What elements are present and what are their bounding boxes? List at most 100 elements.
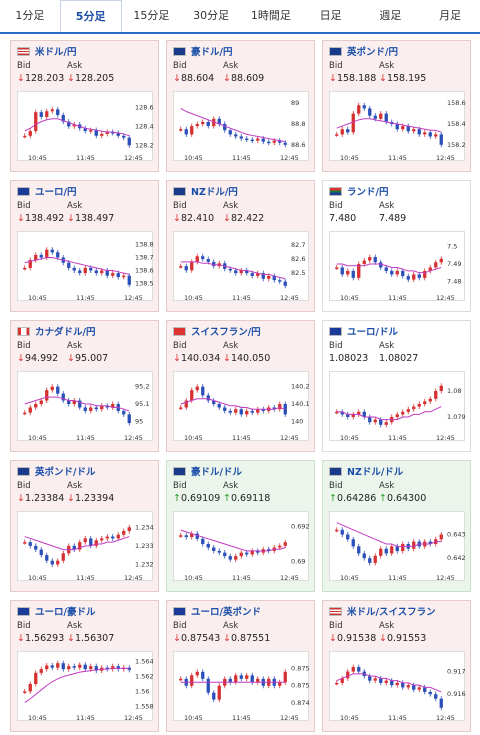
price-chart[interactable]: 1.234 1.233 1.232 10:45 11:45 12:45 <box>17 511 154 582</box>
rate-card[interactable]: 米ドル/スイスフラン Bid Ask ↓0.91538 ↓0.91553 0.9… <box>322 600 471 732</box>
candle <box>406 126 410 132</box>
candle <box>335 134 339 136</box>
x-tick-label: 12:45 <box>280 714 299 722</box>
price-chart[interactable]: 128.6 128.4 128.2 10:45 11:45 12:45 <box>17 91 154 162</box>
x-tick-label: 12:45 <box>124 434 143 442</box>
candle <box>423 132 427 135</box>
candle <box>357 105 361 114</box>
candle <box>195 256 199 262</box>
rate-card[interactable]: ランド/円 Bid Ask 7.480 7.489 7.5 7.49 7.48 10:… <box>322 180 471 312</box>
pair-name[interactable]: ユーロ/ドル <box>347 327 398 338</box>
x-tick-label: 12:45 <box>280 154 299 162</box>
chart-svg: 0.8755 0.875 0.8745 10:45 11:45 12:45 <box>179 664 310 722</box>
candle <box>122 135 126 138</box>
pair-name[interactable]: NZドル/ドル <box>347 467 404 478</box>
candle <box>34 404 38 408</box>
rate-card[interactable]: NZドル/ドル Bid Ask ↑0.64286 ↑0.64300 0.643 0… <box>322 460 471 592</box>
pair-name[interactable]: ユーロ/豪ドル <box>35 607 96 618</box>
rate-card[interactable]: 豪ドル/ドル Bid Ask ↑0.69109 ↑0.69118 0.692 0.… <box>166 460 315 592</box>
tab-5[interactable]: 日足 <box>319 9 342 22</box>
candle <box>116 273 120 277</box>
price-chart[interactable]: 7.5 7.49 7.48 10:45 11:45 12:45 <box>329 231 465 302</box>
candle <box>179 407 183 409</box>
gb-flag-icon <box>329 47 342 56</box>
rate-card[interactable]: カナダドル/円 Bid Ask ↓94.992 ↓95.007 95.2 95.1… <box>10 320 159 452</box>
candle <box>190 533 194 538</box>
ask-label: Ask <box>379 621 395 631</box>
price-chart[interactable]: 158.6 158.4 158.2 10:45 11:45 12:45 <box>329 91 466 162</box>
pair-name[interactable]: 豪ドル/円 <box>191 47 233 58</box>
rate-card[interactable]: 豪ドル/円 Bid Ask ↓88.604 ↓88.609 89 88.8 88.6… <box>166 40 315 172</box>
candle <box>228 678 232 683</box>
rate-card[interactable]: ユーロ/豪ドル Bid Ask ↓1.56293 ↓1.56307 1.564 1… <box>10 600 159 732</box>
candle <box>384 680 388 683</box>
candle <box>195 386 199 391</box>
rate-card[interactable]: NZドル/円 Bid Ask ↓82.410 ↓82.422 82.7 82.6 8… <box>166 180 315 312</box>
pair-name[interactable]: ユーロ/英ポンド <box>191 607 261 618</box>
candle <box>217 118 221 124</box>
rate-card[interactable]: ユーロ/英ポンド Bid Ask ↓0.87543 ↓0.87551 0.875… <box>166 600 315 732</box>
candle <box>428 541 432 544</box>
candle <box>116 132 120 136</box>
price-chart[interactable]: 95.2 95.1 95 10:45 11:45 12:45 <box>17 371 153 442</box>
candle <box>78 400 82 408</box>
pair-name[interactable]: 英ポンド/円 <box>347 47 398 58</box>
x-tick-label: 11:45 <box>388 714 407 722</box>
candle <box>368 676 372 681</box>
tab-3[interactable]: 30分足 <box>193 9 230 22</box>
pair-name[interactable]: ランド/円 <box>347 187 389 198</box>
candle <box>111 273 115 276</box>
candle <box>278 280 282 282</box>
tab-4[interactable]: 1時間足 <box>250 9 291 22</box>
pair-name[interactable]: 米ドル/円 <box>35 47 77 58</box>
tab-0[interactable]: 1分足 <box>15 9 45 22</box>
candle <box>439 258 443 263</box>
price-chart[interactable]: 0.8755 0.875 0.8745 10:45 11:45 12:45 <box>173 651 310 722</box>
rate-card[interactable]: ユーロ/ドル Bid Ask 1.08023 1.08027 1.08 1.079… <box>322 320 471 452</box>
bid-arrow-icon: ↑ <box>173 493 181 504</box>
pair-name[interactable]: NZドル/円 <box>191 187 238 198</box>
ask-arrow-icon: ↓ <box>67 493 75 504</box>
candle <box>283 404 287 415</box>
candle <box>50 109 54 112</box>
tab-1[interactable]: 5分足 <box>59 0 122 32</box>
price-chart[interactable]: 1.08 1.079 10:45 11:45 12:45 <box>329 371 466 442</box>
price-chart[interactable]: 0.917 0.916 10:45 11:45 12:45 <box>329 651 466 722</box>
price-chart[interactable]: 138.8 138.7 138.6 138.5 10:45 11:45 12:45 <box>17 231 154 302</box>
nz-flag-icon <box>173 187 186 196</box>
price-chart[interactable]: 82.7 82.6 82.5 10:45 11:45 12:45 <box>173 231 309 302</box>
price-chart[interactable]: 1.564 1.562 1.56 1.558 10:45 11:45 12:45 <box>17 651 154 722</box>
candle <box>89 407 93 411</box>
gb-us-flag-icon <box>17 467 30 476</box>
price-chart[interactable]: 89 88.8 88.6 10:45 11:45 12:45 <box>173 91 309 162</box>
pair-name[interactable]: 英ポンド/ドル <box>35 467 96 478</box>
pair-name[interactable]: スイスフラン/円 <box>191 327 261 338</box>
rate-card[interactable]: スイスフラン/円 Bid Ask ↓140.034 ↓140.050 140.2… <box>166 320 315 452</box>
pair-name[interactable]: 豪ドル/ドル <box>191 467 242 478</box>
price-chart[interactable]: 0.643 0.642 10:45 11:45 12:45 <box>329 511 466 582</box>
price-chart[interactable]: 140.2 140.1 140 10:45 11:45 12:45 <box>173 371 310 442</box>
rate-card[interactable]: 英ポンド/ドル Bid Ask ↓1.23384 ↓1.23394 1.234 1… <box>10 460 159 592</box>
tab-7[interactable]: 月足 <box>439 9 462 22</box>
x-tick-label: 11:45 <box>76 714 95 722</box>
bid-value: ↓128.203 <box>17 73 65 84</box>
ask-label: Ask <box>67 201 83 211</box>
pair-name[interactable]: ユーロ/円 <box>35 187 77 198</box>
rate-card[interactable]: ユーロ/円 Bid Ask ↓138.492 ↓138.497 138.8 138… <box>10 180 159 312</box>
tab-6[interactable]: 週足 <box>379 9 402 22</box>
pair-name[interactable]: 米ドル/スイスフラン <box>347 607 436 618</box>
candle <box>261 273 265 279</box>
candle <box>28 260 32 268</box>
chart-svg: 0.692 0.69 10:45 11:45 12:45 <box>179 523 310 582</box>
bid-arrow-icon: ↓ <box>173 353 181 364</box>
ask-arrow-icon: ↓ <box>67 633 75 644</box>
rate-card[interactable]: 米ドル/円 Bid Ask ↓128.203 ↓128.205 128.6 128… <box>10 40 159 172</box>
candle <box>28 131 32 136</box>
pair-name[interactable]: カナダドル/円 <box>35 327 96 338</box>
rate-card[interactable]: 英ポンド/円 Bid Ask ↓158.188 ↓158.195 158.6 15… <box>322 40 471 172</box>
candle <box>439 385 443 391</box>
y-tick-label: 95.1 <box>135 400 149 408</box>
tab-2[interactable]: 15分足 <box>133 9 170 22</box>
x-tick-label: 11:45 <box>388 294 407 302</box>
price-chart[interactable]: 0.692 0.69 10:45 11:45 12:45 <box>173 511 310 582</box>
